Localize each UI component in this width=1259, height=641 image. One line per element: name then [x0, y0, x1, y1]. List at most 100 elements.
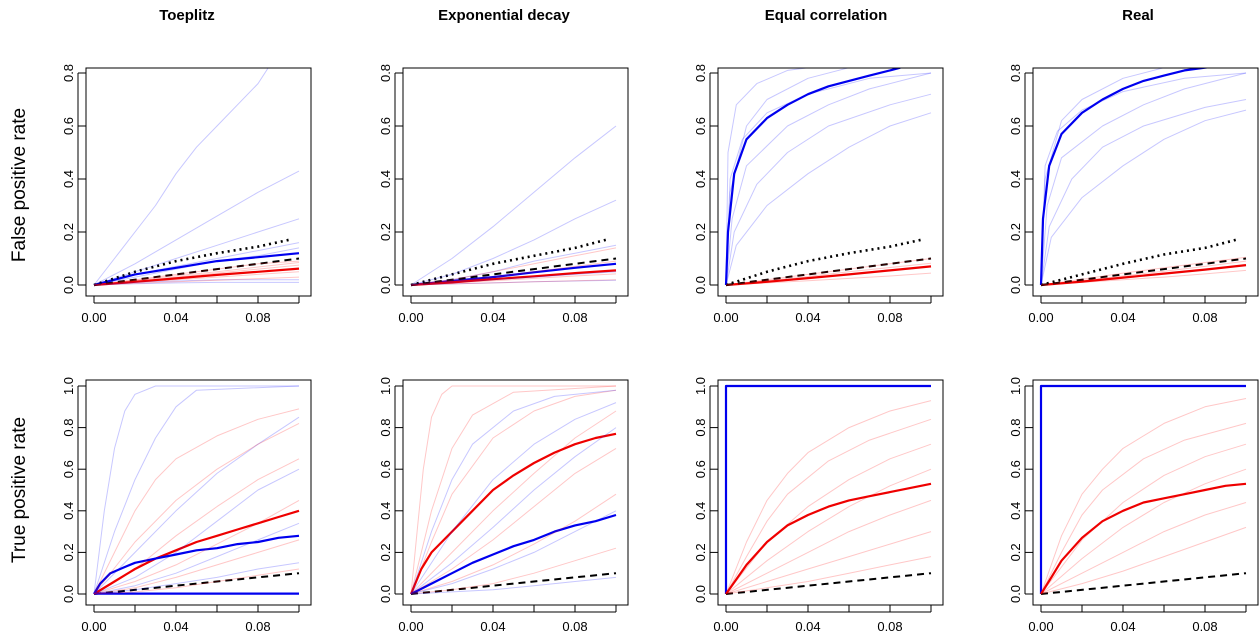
- x-tick-label: 0.04: [1110, 310, 1135, 325]
- series-line-faint-red-3: [1040, 398, 1247, 595]
- y-tick-label: 0.6: [1008, 117, 1023, 135]
- series-line-bold-red-1: [1040, 482, 1247, 595]
- series-line-dashed-black-2: [725, 257, 932, 286]
- y-tick-label: 0.0: [61, 276, 76, 294]
- y-tick-label: 1.0: [1008, 377, 1023, 395]
- y-tick-label: 0.0: [693, 276, 708, 294]
- series-line-faint-blue-8: [410, 279, 617, 286]
- x-tick-label: 0.00: [713, 619, 738, 634]
- series-line-faint-blue-5: [1040, 72, 1247, 286]
- series-line-faint-red-13: [93, 499, 300, 595]
- panel-fpr-real: 0.0 0.2 0.4 0.6 0.8 0.00 0.04 0.08: [1008, 64, 1259, 325]
- series-line-faint-red-9: [725, 556, 932, 595]
- series-line-faint-blue-5: [93, 385, 300, 595]
- series-line-faint-red-12: [93, 264, 300, 286]
- series-line-bold-red-1: [410, 269, 617, 287]
- x-tick-label: 0.08: [245, 619, 270, 634]
- y-tick-label: 0.2: [61, 543, 76, 561]
- col-title-equal-correlation: Equal correlation: [765, 7, 888, 24]
- series-line-faint-blue-5: [410, 199, 617, 286]
- series-line-dashed-black-2: [1040, 572, 1247, 595]
- series-line-faint-red-9: [410, 547, 617, 595]
- series-line-faint-red-8: [410, 493, 617, 595]
- series-line-faint-blue-5: [725, 72, 932, 286]
- y-tick-label: 0.0: [61, 585, 76, 603]
- series-line-dashed-black-2: [725, 572, 932, 595]
- series-line-faint-red-10: [725, 258, 932, 286]
- plot-frame: [1032, 67, 1259, 297]
- plot-frame: [85, 379, 312, 606]
- y-tick-label: 0.6: [693, 117, 708, 135]
- y-tick-label: 0.8: [693, 64, 708, 82]
- series-line-faint-blue-8: [93, 247, 300, 286]
- plot-frame: [85, 67, 312, 297]
- series-line-faint-blue-6: [93, 218, 300, 286]
- series-line-faint-red-6: [410, 410, 617, 595]
- y-tick-label: 1.0: [693, 377, 708, 395]
- y-tick-label: 0.8: [61, 64, 76, 82]
- panel-grid: 0.00.20.40.60.80.00 0.04 0.080.00.20.40.60…: [61, 64, 1259, 634]
- series-line-faint-red-15: [93, 262, 300, 286]
- x-axis: 0.00 0.04 0.08: [81, 296, 300, 325]
- y-tick-label: 0.4: [378, 502, 393, 520]
- panel-tpr-equal-correlation: 0.0 0.2 0.4 0.6 0.8 1.0 0.00 0.04 0.08: [693, 377, 944, 634]
- y-tick-label: 0.6: [61, 117, 76, 135]
- series-group: [93, 385, 300, 595]
- x-tick-label: 0.08: [877, 619, 902, 634]
- x-tick-label: 0.08: [1192, 619, 1217, 634]
- series-line-faint-red-12: [725, 262, 932, 286]
- series-group: [409, 385, 617, 595]
- series-line-faint-red-12: [93, 458, 300, 595]
- y-axis: 0.0 0.2 0.4 0.6 0.8: [378, 64, 403, 294]
- y-axis: 0.0 0.2 0.4 0.6 0.8 1.0: [378, 377, 403, 603]
- x-tick-label: 0.00: [1028, 619, 1053, 634]
- series-line-faint-blue-6: [93, 416, 300, 595]
- y-tick-label: 0.8: [693, 419, 708, 437]
- y-tick-label: 0.8: [1008, 64, 1023, 82]
- series-line-faint-blue-7: [410, 271, 617, 286]
- panel-fpr-exponential-decay: 0.0 0.2 0.4 0.6 0.8 0.00 0.04 0.08: [378, 64, 629, 325]
- x-tick-label: 0.00: [398, 619, 423, 634]
- series-group: [724, 68, 932, 287]
- series-line-faint-blue-4: [93, 68, 269, 286]
- series-line-faint-blue-7: [725, 72, 932, 286]
- series-line-dotted-black-3: [725, 238, 922, 287]
- series-line-faint-red-6: [725, 468, 932, 595]
- series-line-faint-blue-7: [93, 242, 300, 286]
- series-line-bold-blue-0: [724, 68, 901, 286]
- series-line-faint-red-11: [410, 273, 617, 286]
- series-line-bold-blue-0: [1039, 68, 1212, 286]
- y-axis: 0.0 0.2 0.4 0.6 0.8: [693, 64, 718, 294]
- x-axis: 0.00 0.04 0.08: [398, 605, 617, 634]
- y-tick-label: 0.2: [378, 223, 393, 241]
- panel-tpr-toeplitz: 0.0 0.2 0.4 0.6 0.8 1.0 0.00 0.04 0.08: [61, 377, 312, 634]
- x-tick-label: 0.04: [1110, 619, 1135, 634]
- x-tick-label: 0.00: [398, 310, 423, 325]
- series-line-faint-red-7: [1040, 502, 1247, 595]
- series-line-faint-red-14: [93, 276, 300, 286]
- series-line-bold-blue-0: [93, 252, 300, 287]
- panel-tpr-real: 0.0 0.2 0.4 0.6 0.8 1.0 0.00 0.04 0.08: [1008, 377, 1259, 634]
- series-group: [410, 125, 617, 287]
- y-tick-label: 0.2: [1008, 223, 1023, 241]
- y-tick-label: 0.6: [693, 460, 708, 478]
- series-line-faint-red-10: [93, 408, 300, 595]
- series-line-bold-blue-0: [410, 262, 617, 287]
- x-axis: 0.00 0.04 0.08: [1028, 296, 1247, 325]
- series-line-dashed-black-2: [410, 572, 617, 595]
- col-title-toeplitz: Toeplitz: [159, 7, 215, 24]
- series-line-faint-red-11: [93, 422, 300, 595]
- x-tick-label: 0.00: [81, 310, 106, 325]
- y-tick-label: 0.6: [1008, 460, 1023, 478]
- y-tick-label: 0.4: [61, 502, 76, 520]
- series-line-faint-red-5: [725, 443, 932, 595]
- y-tick-label: 0.4: [1008, 502, 1023, 520]
- series-line-faint-red-4: [410, 385, 617, 595]
- y-tick-label: 0.0: [1008, 276, 1023, 294]
- y-axis: 0.0 0.2 0.4 0.6 0.8 1.0: [693, 377, 718, 603]
- y-tick-label: 0.4: [693, 502, 708, 520]
- series-group: [724, 384, 932, 595]
- series-line-faint-blue-6: [1040, 99, 1247, 286]
- series-line-faint-blue-10: [410, 389, 617, 595]
- series-line-faint-red-4: [725, 418, 932, 595]
